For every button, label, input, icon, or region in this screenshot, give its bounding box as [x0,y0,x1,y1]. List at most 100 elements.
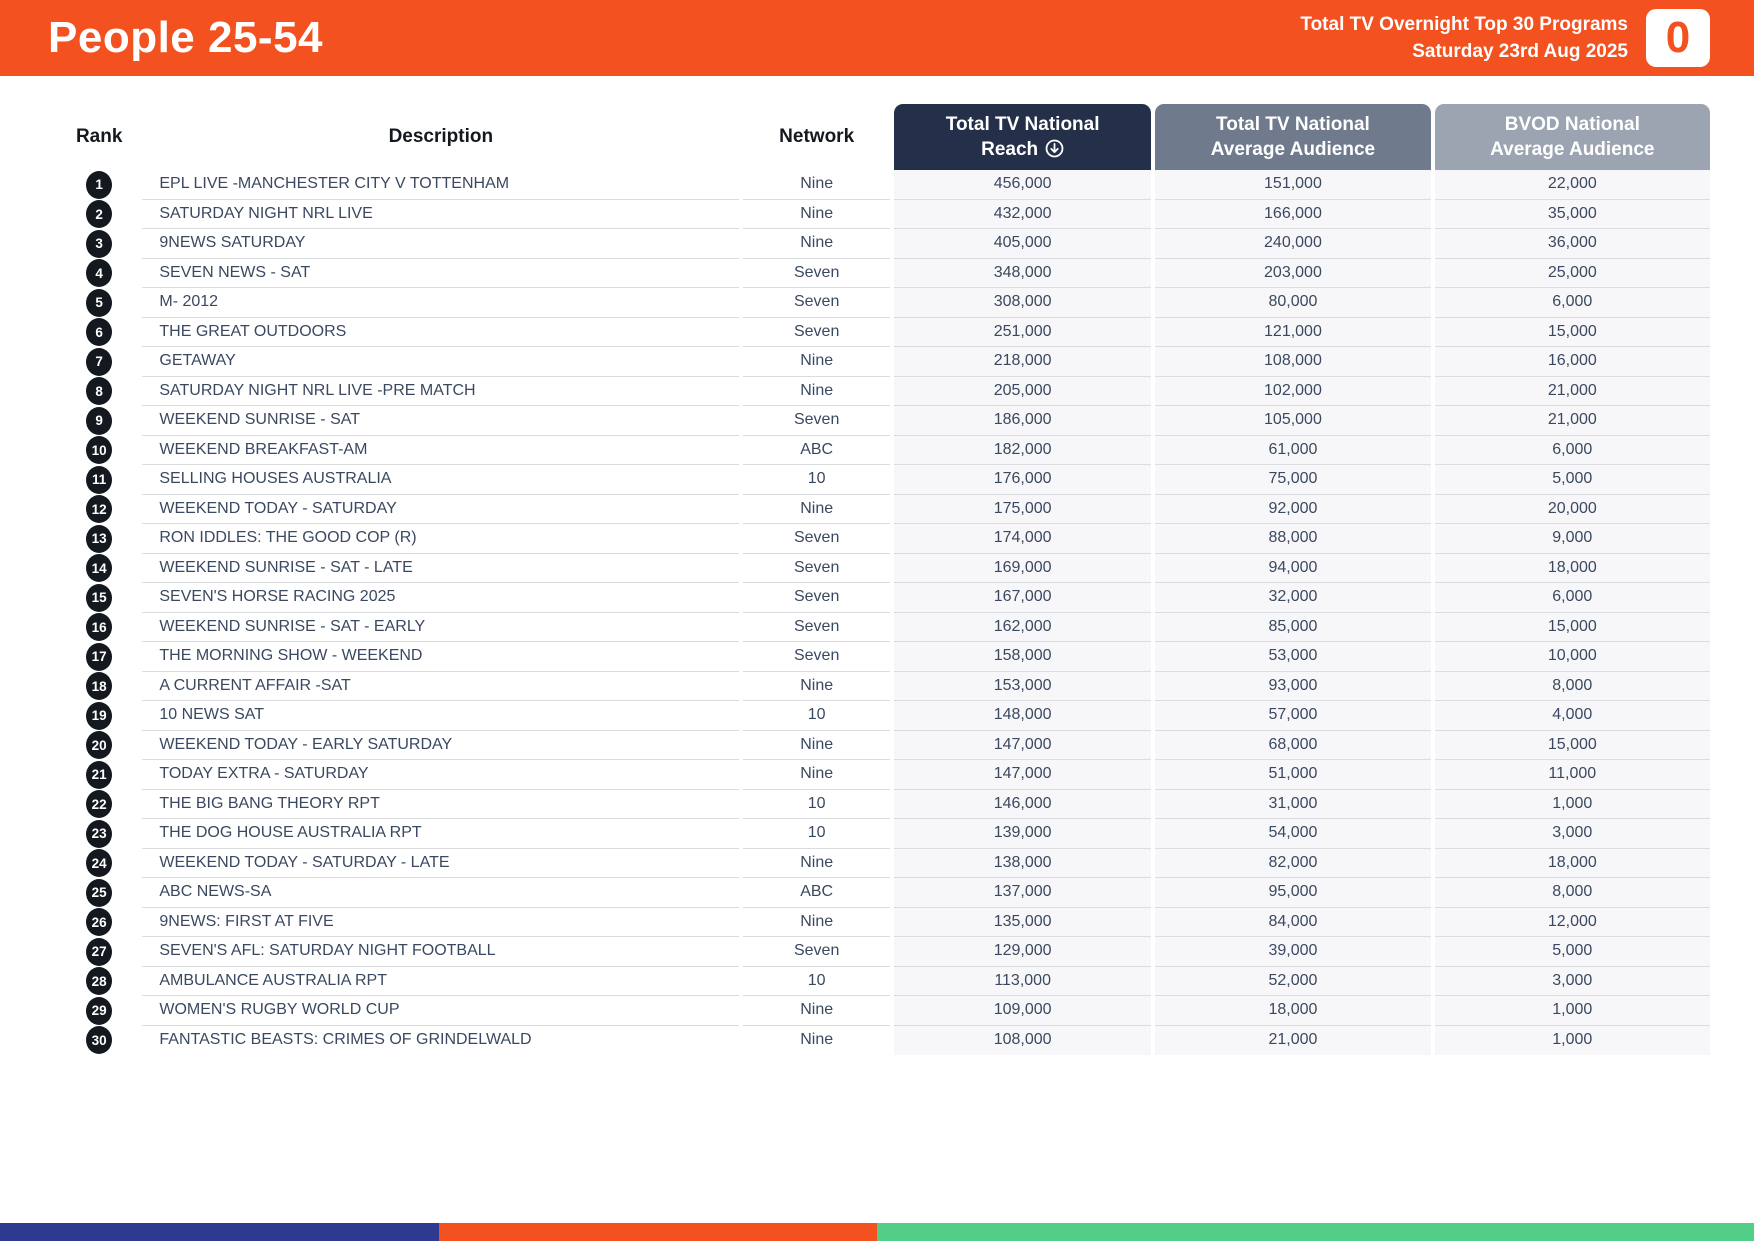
rank-badge: 22 [86,790,113,819]
network-cell: ABC [743,878,891,908]
table-row: 5 M- 2012 Seven 308,000 80,000 6,000 [60,288,1710,318]
description-cell: SATURDAY NIGHT NRL LIVE -PRE MATCH [142,377,740,406]
description-cell: THE BIG BANG THEORY RPT [142,790,740,819]
bvod-header-line-1: BVOD National [1504,114,1640,135]
bvod-cell: 11,000 [1434,760,1710,790]
network-cell: Nine [743,996,891,1026]
description-cell: FANTASTIC BEASTS: CRIMES OF GRINDELWALD [159,1031,532,1049]
network-cell: 10 [743,819,891,849]
reach-cell: 158,000 [894,642,1152,672]
avg-audience-cell: 94,000 [1155,553,1431,583]
rank-badge: 24 [86,849,113,878]
column-header-reach[interactable]: Total TV National Reach [894,104,1152,170]
rank-cell: 22 [60,790,138,820]
avg-audience-cell: 31,000 [1155,789,1431,819]
bvod-cell: 36,000 [1434,229,1710,259]
description-cell: WEEKEND BREAKFAST-AM [142,436,740,465]
description-cell: THE GREAT OUTDOORS [142,318,740,347]
table-row: 17 THE MORNING SHOW - WEEKEND Seven 158,… [60,642,1710,672]
avg-audience-cell: 93,000 [1155,671,1431,701]
reach-cell: 174,000 [894,524,1152,554]
network-cell: Nine [743,200,891,229]
network-cell: Nine [743,760,891,790]
rank-cell: 1 [60,170,138,200]
reach-cell: 167,000 [894,583,1152,613]
description-cell: WEEKEND TODAY - SATURDAY - LATE [142,849,740,878]
bvod-cell: 21,000 [1434,376,1710,406]
oztam-logo: 0 [1646,9,1710,67]
bvod-cell: 6,000 [1434,583,1710,613]
rank-badge: 18 [86,672,113,701]
rank-badge: 30 [86,1026,113,1055]
description-cell: WOMEN'S RUGBY WORLD CUP [142,996,740,1026]
rank-badge: 14 [86,554,113,583]
network-cell: Seven [743,288,891,318]
reach-header-line-2: Reach [894,137,1151,162]
bvod-cell: 10,000 [1434,642,1710,672]
rank-badge: 12 [86,495,113,524]
avg-audience-cell: 52,000 [1155,966,1431,996]
table-row: 26 9NEWS: FIRST AT FIVE Nine 135,000 84,… [60,907,1710,938]
reach-cell: 456,000 [894,170,1152,200]
network-cell: Seven [743,642,891,672]
table-row: 6 THE GREAT OUTDOORS Seven 251,000 121,0… [60,317,1710,347]
description-cell: 9NEWS: FIRST AT FIVE [142,908,740,937]
reach-header-line-1: Total TV National [945,114,1100,135]
table-row: 13 RON IDDLES: THE GOOD COP (R) Seven 17… [60,524,1710,554]
table-row: 16 WEEKEND SUNRISE - SAT - EARLY Seven 1… [60,612,1710,642]
bvod-cell: 3,000 [1434,966,1710,996]
network-cell: Nine [743,495,891,524]
avg-audience-cell: 80,000 [1155,288,1431,318]
network-cell: Nine [743,229,891,259]
description-cell: 10 NEWS SAT [142,701,740,731]
table-row: 8 SATURDAY NIGHT NRL LIVE -PRE MATCH Nin… [60,376,1710,407]
avg-audience-cell: 75,000 [1155,465,1431,495]
header-row: Rank Description Network Total TV Nation… [60,104,1710,170]
table-body: 1 EPL LIVE -MANCHESTER CITY V TOTTENHAM … [60,170,1710,1055]
reach-cell: 135,000 [894,907,1152,937]
bvod-cell: 4,000 [1434,701,1710,731]
reach-cell: 182,000 [894,435,1152,465]
header-bar: People 25-54 Total TV Overnight Top 30 P… [0,0,1754,76]
bvod-cell: 1,000 [1434,789,1710,819]
table-row: 10 WEEKEND BREAKFAST-AM ABC 182,000 61,0… [60,435,1710,465]
table-row: 11 SELLING HOUSES AUSTRALIA 10 176,000 7… [60,465,1710,495]
description-cell: WEEKEND TODAY - SATURDAY [142,495,740,524]
network-cell: Nine [743,849,891,878]
avg-audience-cell: 102,000 [1155,376,1431,406]
reach-cell: 108,000 [894,1025,1152,1055]
table-row: 22 THE BIG BANG THEORY RPT 10 146,000 31… [60,789,1710,820]
description-cell: WEEKEND SUNRISE - SAT - LATE [142,554,740,583]
rank-badge: 19 [86,701,113,730]
rank-badge: 11 [86,465,113,494]
column-header-description: Description [388,126,494,147]
rank-cell: 7 [60,347,138,377]
rank-badge: 27 [86,937,113,966]
reach-cell: 348,000 [894,258,1152,288]
bvod-cell: 16,000 [1434,347,1710,377]
bvod-cell: 21,000 [1434,406,1710,436]
bvod-cell: 1,000 [1434,996,1710,1026]
avg-audience-cell: 53,000 [1155,642,1431,672]
bvod-cell: 18,000 [1434,848,1710,878]
reach-cell: 147,000 [894,760,1152,790]
column-header-avg-audience[interactable]: Total TV National Average Audience [1155,104,1431,170]
network-cell: Nine [743,908,891,937]
description-cell: TODAY EXTRA - SATURDAY [142,760,740,790]
rank-cell: 18 [60,672,138,702]
sort-descending-icon [1045,139,1064,158]
column-header-bvod[interactable]: BVOD National Average Audience [1434,104,1710,170]
network-cell: Seven [743,406,891,436]
rank-badge: 29 [86,996,113,1025]
avg-audience-cell: 51,000 [1155,760,1431,790]
avg-audience-cell: 92,000 [1155,494,1431,524]
bvod-cell: 35,000 [1434,199,1710,229]
description-cell: 9NEWS SATURDAY [142,229,740,259]
rank-cell: 8 [60,377,138,407]
network-cell: 10 [743,967,891,996]
rank-cell: 26 [60,908,138,938]
network-cell: Nine [743,672,891,701]
table-row: 20 WEEKEND TODAY - EARLY SATURDAY Nine 1… [60,730,1710,760]
reach-cell: 146,000 [894,789,1152,819]
rank-badge: 25 [86,878,113,907]
